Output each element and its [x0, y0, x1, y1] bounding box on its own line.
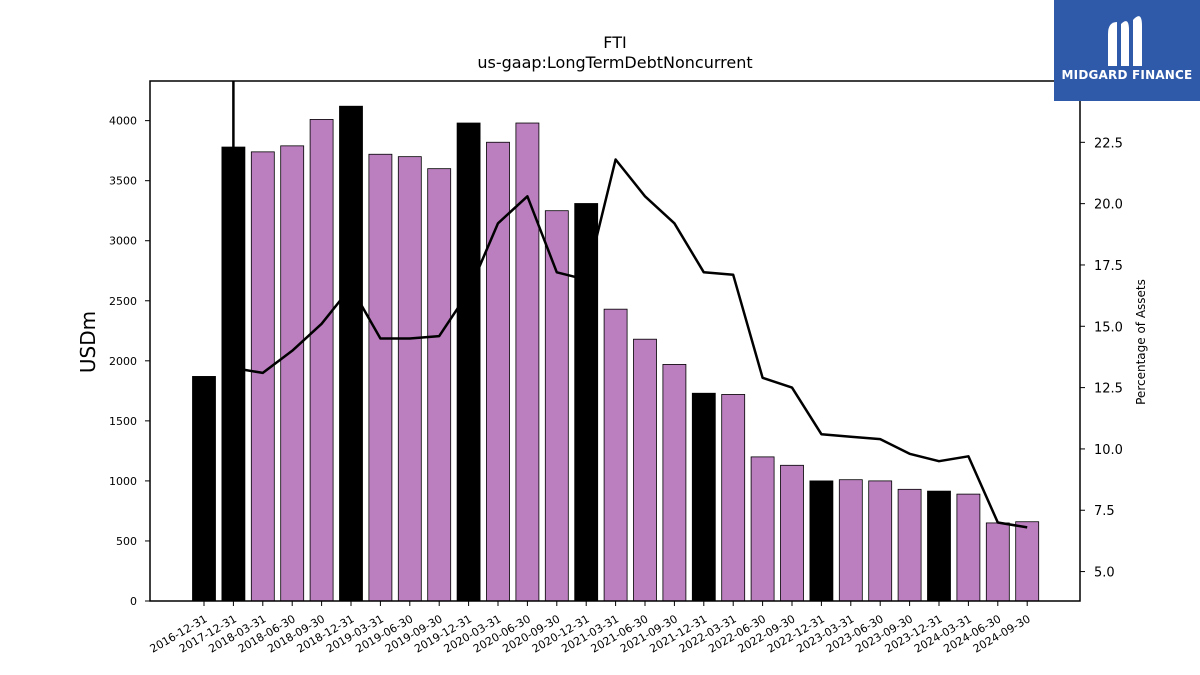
logo-mark-icon	[1108, 16, 1142, 66]
bar-2023-12-31	[927, 490, 951, 602]
y2-tick-label: 22.5	[1094, 136, 1123, 151]
percentage-of-assets-line	[232, 81, 1028, 529]
y2-tick-label: 12.5	[1094, 382, 1123, 397]
bar-2022-06-30	[750, 456, 775, 602]
bar-2020-12-31	[574, 203, 599, 602]
chart-title: FTI	[603, 33, 626, 52]
bar-2018-09-30	[309, 119, 334, 602]
bar-2019-03-31	[368, 153, 393, 602]
y-tick-label: 3500	[109, 175, 137, 188]
bar-2020-06-30	[515, 122, 540, 602]
y-tick-label: 4000	[109, 115, 137, 128]
bar-2021-06-30	[633, 338, 657, 602]
y-axis-label: USDm	[76, 311, 100, 373]
logo-text: MIDGARD FINANCE	[1061, 68, 1193, 82]
bar-2024-06-30	[985, 522, 1010, 602]
bar-2023-06-30	[868, 480, 893, 602]
bar-2018-06-30	[280, 145, 305, 602]
bar-2016-12-31	[192, 376, 216, 602]
y2-tick-label: 15.0	[1094, 320, 1123, 335]
bar-2023-03-31	[838, 479, 863, 602]
chart-subtitle: us-gaap:LongTermDebtNoncurrent	[477, 53, 752, 72]
y2-tick-label: 10.0	[1094, 443, 1123, 458]
bar-2020-03-31	[486, 141, 510, 602]
logo: MIDGARD FINANCE	[1054, 0, 1200, 101]
y2-tick-label: 7.5	[1094, 504, 1115, 519]
bar-2023-09-30	[897, 488, 922, 602]
y-tick-label: 2500	[109, 295, 137, 308]
plot-frame	[149, 80, 1081, 602]
bar-2019-06-30	[397, 156, 422, 602]
y-tick-label: 1000	[109, 475, 137, 488]
bar-2022-12-31	[809, 480, 834, 602]
y-tick-label: 1500	[109, 415, 137, 428]
y-tick-label: 500	[116, 535, 137, 548]
y2-tick-label: 5.0	[1094, 566, 1115, 581]
line-layer	[232, 81, 1028, 529]
bar-2021-03-31	[603, 308, 628, 602]
bar-2019-09-30	[427, 168, 452, 602]
y2-tick-label: 17.5	[1094, 259, 1123, 274]
bars-layer	[192, 105, 1040, 602]
y-tick-label: 2000	[109, 355, 137, 368]
bar-2018-12-31	[339, 105, 363, 602]
y-tick-label: 0	[130, 595, 137, 608]
bar-2022-03-31	[721, 394, 746, 602]
secondary-y-axis-label: Percentage of Assets	[1134, 279, 1148, 405]
bar-2022-09-30	[780, 464, 804, 602]
bar-2024-03-31	[956, 493, 981, 602]
y-tick-label: 3000	[109, 235, 137, 248]
bar-2018-03-31	[250, 151, 275, 602]
bar-2019-12-31	[456, 122, 481, 602]
bar-2021-12-31	[691, 392, 716, 602]
bar-2024-09-30	[1015, 521, 1040, 602]
y2-tick-label: 20.0	[1094, 198, 1123, 213]
bar-2021-09-30	[662, 364, 687, 602]
